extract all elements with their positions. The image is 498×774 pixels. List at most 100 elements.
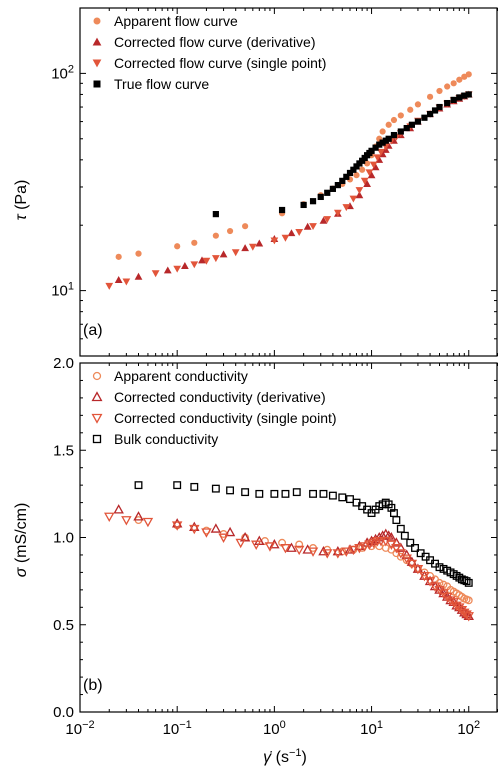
y-axis-label-a: τ (Pa)	[13, 180, 30, 221]
data-point	[190, 261, 199, 269]
data-point	[212, 211, 219, 218]
axes-frame-a	[79, 7, 498, 357]
legend-marker-b-0	[92, 371, 102, 381]
legend-marker-a-0	[93, 17, 101, 25]
y-tick-label-b: 1.0	[53, 530, 74, 547]
data-point	[355, 191, 364, 199]
data-point	[464, 596, 473, 605]
data-point	[212, 232, 219, 239]
data-point	[319, 216, 328, 224]
series-a-0	[115, 71, 472, 260]
data-point	[211, 484, 220, 493]
data-point	[436, 87, 443, 95]
data-point	[365, 169, 374, 177]
data-point	[390, 131, 398, 139]
data-point	[450, 80, 457, 87]
data-point	[333, 209, 342, 217]
data-point	[281, 489, 290, 498]
data-point	[390, 116, 398, 124]
y-tick-label-b: 2.0	[53, 355, 74, 372]
legend-marker-a-3	[93, 80, 101, 88]
data-point	[114, 276, 123, 284]
panel-b: 0.0 0.5 1.0 1.5 2.0 10−2 10−1 100 101 102 Apparen…	[13, 355, 498, 766]
data-point	[224, 526, 236, 537]
data-point	[286, 542, 297, 552]
data-point	[464, 578, 473, 587]
data-point	[371, 163, 380, 171]
data-point	[401, 554, 412, 564]
data-point	[465, 71, 472, 78]
data-point	[344, 544, 356, 554]
y-tick-label-b: 1.5	[53, 442, 74, 459]
data-point	[334, 182, 341, 189]
data-point	[360, 177, 369, 185]
data-point	[171, 521, 183, 531]
data-point	[444, 99, 451, 107]
data-point	[135, 250, 142, 257]
data-point	[181, 261, 189, 269]
data-point	[363, 180, 371, 187]
data-point	[231, 249, 240, 257]
data-point	[406, 538, 415, 547]
data-point	[349, 195, 358, 203]
data-point	[210, 523, 222, 533]
data-point	[189, 524, 200, 535]
data-point	[307, 547, 319, 557]
data-point	[319, 489, 328, 498]
data-point	[241, 244, 249, 252]
data-point	[255, 489, 264, 498]
data-point	[151, 270, 160, 278]
data-point	[407, 106, 414, 113]
data-point	[300, 201, 307, 209]
data-point	[373, 154, 382, 162]
data-point	[379, 139, 386, 146]
data-point	[355, 187, 364, 195]
data-point	[359, 166, 366, 173]
data-point	[414, 118, 422, 125]
x-axis-label: γ̇ (s−1)	[263, 747, 307, 766]
data-point	[309, 198, 317, 205]
legend-label-b-2: Corrected conductivity (single point)	[114, 410, 337, 426]
data-point	[332, 549, 344, 559]
data-point	[368, 147, 375, 154]
legend-marker-b-3	[92, 434, 102, 444]
data-point	[250, 540, 262, 550]
data-point	[171, 518, 183, 528]
data-point	[105, 282, 114, 290]
y-tick-label-b: 0.5	[53, 617, 74, 634]
legend-a: Apparent flow curve Corrected flow curve …	[92, 13, 326, 92]
data-point	[191, 239, 198, 246]
data-point	[364, 160, 371, 167]
data-point	[339, 177, 346, 184]
data-point	[364, 540, 375, 550]
data-point	[403, 124, 410, 132]
data-point	[122, 278, 131, 286]
data-point	[411, 544, 419, 552]
data-point	[133, 511, 144, 521]
data-point	[406, 556, 418, 566]
data-point	[444, 83, 451, 90]
data-point	[113, 504, 124, 514]
data-point	[346, 495, 354, 504]
data-point	[255, 239, 264, 247]
data-point	[408, 121, 415, 128]
data-point	[189, 521, 200, 531]
data-point	[421, 114, 428, 121]
data-point	[163, 266, 172, 274]
data-point	[456, 94, 463, 101]
data-point	[242, 223, 249, 230]
data-point	[400, 531, 409, 540]
data-point	[317, 193, 324, 201]
data-point	[134, 481, 143, 490]
series-b-3	[134, 481, 473, 587]
data-point	[338, 493, 347, 502]
data-point	[104, 512, 115, 523]
data-point	[329, 185, 336, 192]
data-point	[435, 563, 444, 572]
y-tick-label-a: 102	[51, 63, 74, 82]
data-point	[241, 488, 250, 497]
data-point	[350, 166, 357, 173]
data-point	[426, 93, 434, 100]
data-point	[369, 161, 378, 169]
data-point	[354, 544, 365, 554]
